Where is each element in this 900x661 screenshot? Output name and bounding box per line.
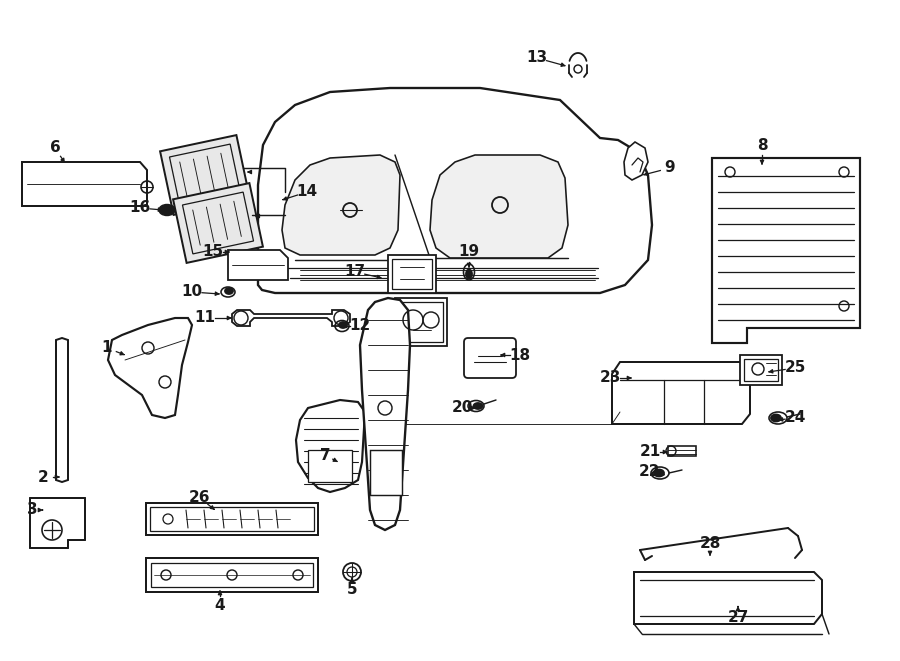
Ellipse shape: [473, 403, 482, 409]
Text: 16: 16: [130, 200, 150, 215]
Polygon shape: [228, 250, 288, 280]
Polygon shape: [22, 162, 147, 206]
Polygon shape: [56, 338, 68, 482]
Polygon shape: [712, 158, 860, 343]
Text: 8: 8: [757, 137, 768, 153]
Polygon shape: [360, 298, 410, 530]
Polygon shape: [183, 192, 254, 254]
Ellipse shape: [225, 288, 233, 294]
Text: 27: 27: [727, 611, 749, 625]
Polygon shape: [430, 155, 568, 258]
Text: 11: 11: [194, 311, 215, 325]
Text: 19: 19: [458, 245, 480, 260]
Polygon shape: [634, 572, 822, 624]
Bar: [388, 255, 436, 293]
Text: 28: 28: [699, 535, 721, 551]
Text: 12: 12: [349, 319, 371, 334]
Text: 7: 7: [320, 447, 330, 463]
Text: 17: 17: [345, 264, 365, 280]
Polygon shape: [169, 144, 240, 206]
Text: 14: 14: [296, 184, 318, 200]
Polygon shape: [612, 362, 750, 424]
Text: 4: 4: [215, 598, 225, 613]
Bar: [399, 302, 443, 342]
Polygon shape: [282, 155, 400, 255]
Text: 26: 26: [189, 490, 211, 506]
Bar: [395, 298, 447, 346]
Text: 23: 23: [599, 371, 621, 385]
Bar: [150, 507, 314, 531]
Bar: [308, 450, 352, 482]
Ellipse shape: [339, 322, 347, 328]
Polygon shape: [173, 183, 263, 263]
Text: 20: 20: [451, 401, 472, 416]
Bar: [370, 450, 402, 495]
Ellipse shape: [654, 469, 664, 477]
Text: 1: 1: [102, 340, 112, 356]
Text: 5: 5: [346, 582, 357, 598]
Bar: [668, 446, 696, 456]
Text: 9: 9: [665, 161, 675, 176]
Polygon shape: [624, 142, 648, 180]
Text: 10: 10: [182, 284, 202, 299]
Text: 2: 2: [38, 469, 49, 485]
Text: 25: 25: [784, 360, 806, 375]
Text: 24: 24: [784, 410, 806, 426]
Bar: [744, 359, 778, 381]
Ellipse shape: [159, 204, 175, 215]
Polygon shape: [296, 400, 365, 492]
Bar: [392, 259, 432, 289]
Text: 18: 18: [509, 348, 531, 362]
Bar: [151, 563, 313, 587]
Text: 3: 3: [27, 502, 37, 518]
Text: 6: 6: [50, 141, 60, 155]
Polygon shape: [232, 310, 350, 326]
Bar: [146, 558, 318, 592]
Polygon shape: [258, 88, 652, 293]
Bar: [740, 355, 782, 385]
Text: 21: 21: [639, 444, 661, 459]
Text: 22: 22: [639, 465, 661, 479]
Ellipse shape: [466, 270, 472, 278]
Ellipse shape: [771, 414, 781, 422]
FancyBboxPatch shape: [464, 338, 516, 378]
Bar: [146, 503, 318, 535]
Text: 13: 13: [526, 50, 547, 65]
Polygon shape: [108, 318, 192, 418]
Polygon shape: [160, 135, 250, 215]
Text: 15: 15: [202, 245, 223, 260]
